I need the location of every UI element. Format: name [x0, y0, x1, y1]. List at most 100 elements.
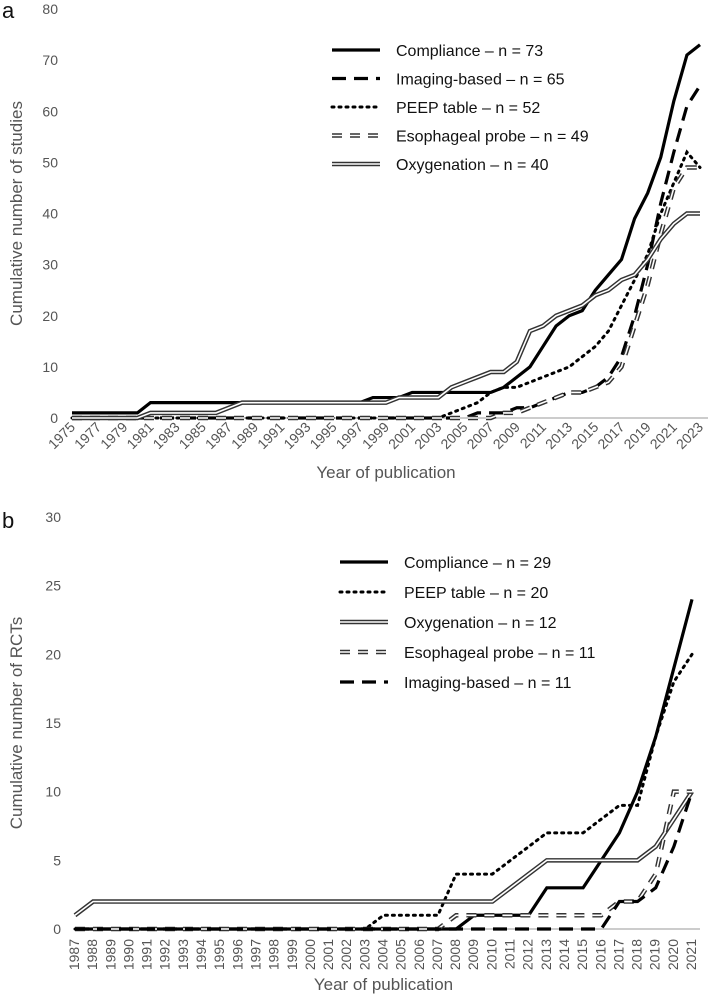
- panel-label: a: [2, 0, 15, 23]
- x-tick-label: 2011: [502, 939, 518, 969]
- y-tick-label: 60: [42, 103, 58, 119]
- legend-label: Compliance – n = 73: [396, 43, 543, 60]
- x-tick-label: 1983: [149, 419, 182, 452]
- x-axis-title: Year of publication: [316, 463, 455, 482]
- series-line-inner: [72, 166, 700, 419]
- y-tick-label: 50: [42, 154, 58, 170]
- x-tick-label: 1989: [102, 939, 118, 970]
- x-tick-label: 1994: [193, 939, 209, 970]
- legend-label: PEEP table – n = 52: [396, 100, 540, 117]
- x-tick-label: 1990: [120, 939, 136, 970]
- x-tick-label: 1979: [97, 419, 130, 452]
- y-tick-label: 5: [53, 852, 61, 868]
- x-tick-label: 1995: [306, 419, 339, 452]
- legend-label: Esophageal probe – n = 49: [396, 129, 589, 146]
- y-tick-label: 20: [42, 308, 58, 324]
- series-line-inner: [72, 212, 700, 419]
- x-tick-label: 1987: [202, 419, 235, 452]
- y-tick-label: 15: [45, 715, 61, 731]
- y-tick-label: 20: [45, 646, 61, 662]
- x-tick-label: 2019: [647, 939, 663, 970]
- series-line: [72, 43, 701, 415]
- x-tick-label: 1999: [359, 419, 392, 452]
- x-tick-label: 2014: [556, 939, 572, 970]
- x-tick-label: 1992: [157, 939, 173, 970]
- legend-label: PEEP table – n = 20: [404, 585, 548, 602]
- x-tick-label: 2008: [447, 939, 463, 970]
- y-tick-label: 10: [42, 359, 58, 375]
- x-tick-label: 2013: [538, 939, 554, 970]
- x-tick-label: 2011: [517, 419, 550, 452]
- x-tick-label: 2023: [673, 419, 706, 452]
- series-line: [70, 149, 702, 420]
- x-tick-label: 2019: [620, 419, 653, 452]
- x-tick-label: 1991: [254, 419, 287, 452]
- series-line: [75, 598, 694, 931]
- series-line: [75, 791, 694, 931]
- x-tick-label: 2003: [356, 939, 372, 970]
- x-tick-label: 2000: [302, 939, 318, 970]
- x-axis-title: Year of publication: [314, 975, 453, 994]
- x-tick-label: 1997: [333, 419, 366, 452]
- legend-label: Oxygenation – n = 40: [396, 157, 549, 174]
- x-tick-label: 2015: [568, 419, 601, 452]
- legend-label: Compliance – n = 29: [404, 555, 551, 572]
- y-tick-label: 40: [42, 206, 58, 222]
- x-tick-label: 2004: [375, 939, 391, 970]
- x-tick-label: 2017: [610, 939, 626, 970]
- x-tick-label: 1987: [66, 939, 82, 970]
- x-tick-label: 2012: [520, 939, 536, 970]
- legend-label: Imaging-based – n = 11: [404, 675, 571, 692]
- x-tick-label: 2002: [338, 939, 354, 970]
- x-tick-label: 2005: [437, 419, 470, 452]
- x-tick-label: 1996: [229, 939, 245, 970]
- x-tick-label: 2006: [411, 939, 427, 970]
- x-tick-label: 1981: [123, 419, 156, 452]
- y-tick-label: 30: [45, 509, 61, 525]
- x-tick-label: 1999: [284, 939, 300, 970]
- x-tick-label: 1989: [228, 419, 261, 452]
- x-tick-label: 1993: [280, 419, 313, 452]
- y-tick-label: 0: [50, 410, 58, 426]
- y-tick-label: 0: [53, 921, 61, 937]
- x-tick-label: 2001: [320, 939, 336, 970]
- legend-label: Imaging-based – n = 65: [396, 72, 565, 89]
- x-tick-label: 2003: [411, 419, 444, 452]
- x-tick-label: 2021: [683, 939, 699, 970]
- y-tick-label: 10: [45, 784, 61, 800]
- x-tick-label: 2007: [463, 419, 496, 452]
- x-tick-label: 2016: [592, 939, 608, 970]
- x-tick-label: 1991: [139, 939, 155, 970]
- legend-label: Oxygenation – n = 12: [404, 615, 557, 632]
- series-line: [72, 211, 700, 421]
- x-tick-label: 1977: [71, 419, 104, 452]
- y-axis-title: Cumulative number of studies: [7, 101, 26, 326]
- x-tick-label: 2007: [429, 939, 445, 970]
- series-line: [73, 652, 694, 931]
- x-tick-label: 1998: [266, 939, 282, 970]
- series-line: [73, 790, 694, 918]
- y-tick-label: 30: [42, 257, 58, 273]
- x-tick-label: 2017: [594, 419, 627, 452]
- x-tick-label: 2020: [665, 939, 681, 970]
- x-tick-label: 2015: [574, 939, 590, 970]
- y-tick-label: 80: [42, 1, 58, 17]
- x-tick-label: 1985: [176, 419, 209, 452]
- x-tick-label: 2021: [647, 419, 680, 452]
- x-tick-label: 2018: [629, 939, 645, 970]
- x-tick-label: 1988: [84, 939, 100, 970]
- x-tick-label: 1997: [247, 939, 263, 970]
- series-line-inner: [74, 791, 693, 916]
- x-tick-label: 2009: [465, 939, 481, 970]
- y-axis-title: Cumulative number of RCTs: [7, 617, 26, 830]
- y-tick-label: 70: [42, 52, 58, 68]
- legend-label: Esophageal probe – n = 11: [404, 645, 596, 662]
- x-tick-label: 2001: [385, 419, 418, 452]
- y-tick-label: 25: [45, 578, 61, 594]
- series-line: [72, 84, 702, 420]
- x-tick-label: 2005: [393, 939, 409, 970]
- x-tick-label: 2009: [490, 419, 523, 452]
- x-tick-label: 2013: [542, 419, 575, 452]
- x-tick-label: 1995: [211, 939, 227, 970]
